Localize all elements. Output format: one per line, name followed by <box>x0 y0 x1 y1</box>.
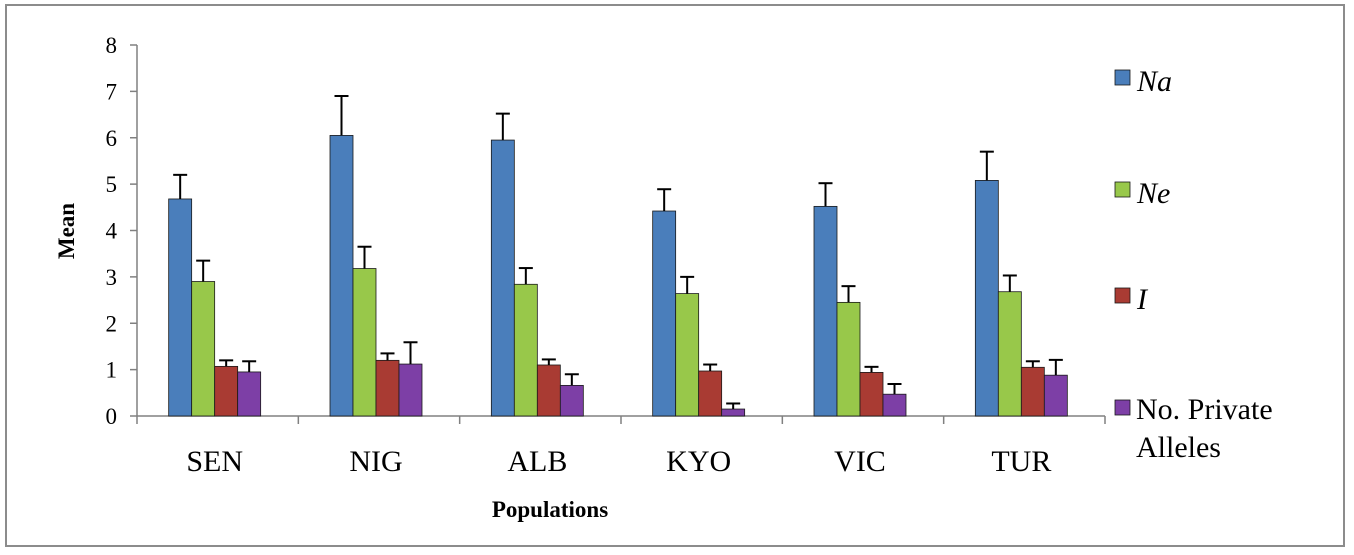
x-tick-label: TUR <box>991 445 1051 478</box>
bar <box>329 135 354 417</box>
bar <box>559 384 584 417</box>
y-tick-label: 8 <box>106 33 118 58</box>
y-axis-label: Mean <box>54 203 79 259</box>
bar <box>836 301 861 417</box>
bar <box>352 268 377 417</box>
y-tick-label: 1 <box>106 358 118 383</box>
legend-label: Alleles <box>1136 431 1221 464</box>
bar <box>513 283 538 417</box>
y-tick-label: 4 <box>106 219 118 244</box>
legend-label: Na <box>1136 65 1172 98</box>
legend-label: No. Private <box>1136 393 1273 426</box>
bar <box>536 364 561 417</box>
bar <box>214 365 239 417</box>
bar <box>398 363 423 417</box>
bar <box>974 180 999 417</box>
bar <box>1043 374 1068 417</box>
x-axis-label: Populations <box>492 497 608 522</box>
bar <box>997 291 1022 417</box>
bar <box>882 393 907 417</box>
x-tick-label: KYO <box>666 445 731 478</box>
bar <box>237 371 262 417</box>
y-tick-label: 6 <box>106 126 118 151</box>
bar <box>1020 366 1045 417</box>
x-tick-label: ALB <box>507 445 567 478</box>
bar <box>191 281 216 417</box>
legend-label: I <box>1136 283 1149 316</box>
x-tick-label: VIC <box>834 445 886 478</box>
x-tick-label: SEN <box>186 445 243 478</box>
y-tick-label: 2 <box>106 311 118 336</box>
bar <box>698 370 723 417</box>
bar <box>168 198 193 417</box>
legend-swatch <box>1114 69 1131 86</box>
bar <box>813 205 838 417</box>
plot-area: 0 1 2 3 4 5 6 7 8 SEN NIG ALB KYO VIC TUR <box>106 33 1106 478</box>
legend-swatch <box>1114 399 1131 416</box>
y-tick-label: 0 <box>106 404 118 429</box>
y-tick-label: 5 <box>106 172 118 197</box>
y-tick-label: 3 <box>106 265 118 290</box>
legend-swatch <box>1114 287 1131 304</box>
legend: Na Ne I No. Private Alleles <box>1114 65 1273 464</box>
bar <box>652 210 677 417</box>
y-tick-label: 7 <box>106 79 118 104</box>
legend-label: Ne <box>1136 177 1170 210</box>
bar <box>375 359 400 417</box>
bar <box>859 372 884 417</box>
x-tick-label: NIG <box>349 445 402 478</box>
bar <box>675 293 700 417</box>
bar <box>721 408 746 417</box>
bar <box>490 139 515 417</box>
legend-swatch <box>1114 181 1131 198</box>
